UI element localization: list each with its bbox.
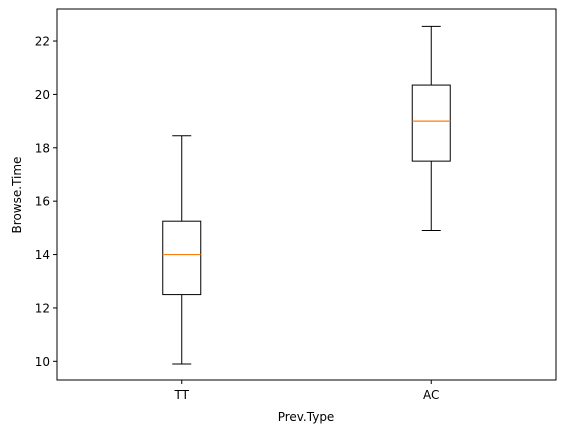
- y-axis-label: Browse.Time: [10, 157, 24, 234]
- box-tt: [162, 135, 202, 365]
- x-tick-label: AC: [423, 388, 439, 402]
- y-tick-label: 22: [35, 35, 50, 49]
- y-tick-label: 14: [35, 248, 50, 262]
- iqr-box: [162, 220, 202, 296]
- x-tick-label: TT: [174, 388, 190, 402]
- iqr-box: [411, 84, 451, 162]
- y-tick-label: 10: [35, 355, 50, 369]
- y-tick-label: 18: [35, 141, 50, 155]
- y-tick-label: 20: [35, 88, 50, 102]
- x-axis-ticks: TT AC: [174, 380, 439, 402]
- box-ac: [411, 25, 451, 232]
- y-tick-label: 12: [35, 301, 50, 315]
- x-axis-label: Prev.Type: [278, 410, 335, 424]
- plot-area: [56, 8, 557, 381]
- box-marks: [162, 25, 451, 365]
- y-axis-ticks: 10 12 14 16 18 20 22: [35, 35, 57, 369]
- y-tick-label: 16: [35, 195, 50, 209]
